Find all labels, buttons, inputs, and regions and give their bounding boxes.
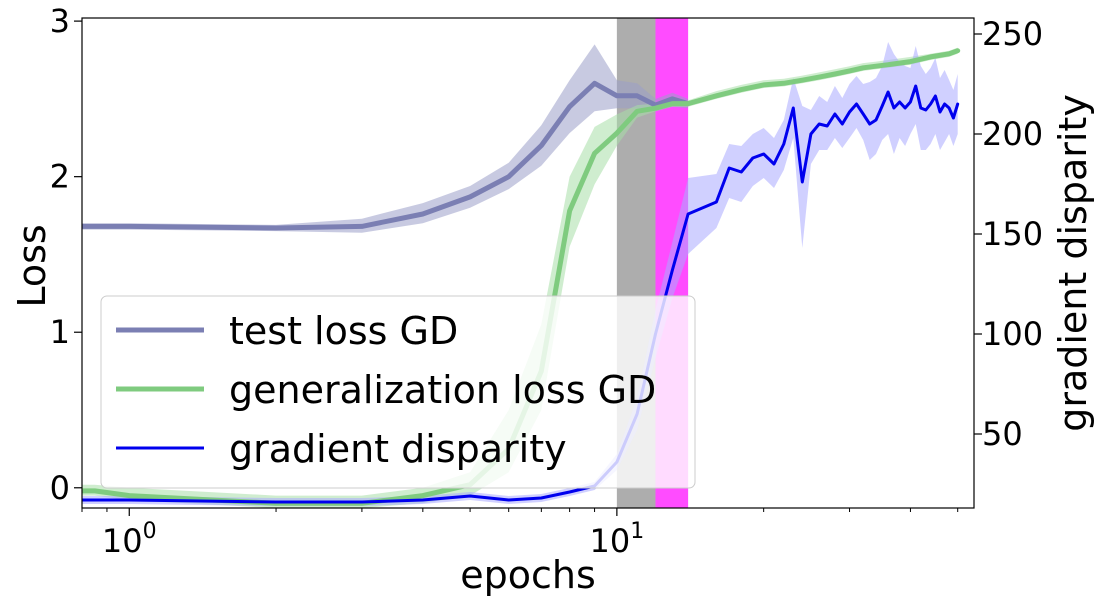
legend-label: test loss GD <box>229 309 458 353</box>
plot-border <box>81 17 975 509</box>
y2-axis-ticks: 50 100 150 200 250 <box>974 15 1043 453</box>
y2-tick-label: 100 <box>982 315 1043 353</box>
x-axis-title: epochs <box>460 553 596 597</box>
legend: test loss GD generalization loss GD gradie… <box>100 295 696 489</box>
legend-label: generalization loss GD <box>229 368 656 412</box>
y-tick-label: 3 <box>50 2 70 40</box>
y2-tick-label: 150 <box>982 215 1043 253</box>
y-axis-ticks: 0 1 2 3 <box>50 2 82 507</box>
x-tick-label: 101 <box>590 519 645 560</box>
line-series-1 <box>82 48 961 506</box>
series-lines <box>82 48 961 506</box>
y-tick-label: 0 <box>50 469 70 507</box>
y2-tick-label: 50 <box>982 415 1023 453</box>
line-series-2 <box>82 84 960 504</box>
y2-tick-label: 200 <box>982 115 1043 153</box>
line-series-0 <box>82 80 691 231</box>
y2-axis-title: gradient disparity <box>1051 94 1095 432</box>
band-series-2 <box>82 42 958 506</box>
y-axis-title: Loss <box>10 224 54 307</box>
y-tick-label: 1 <box>50 313 70 351</box>
plot-frame <box>81 17 975 509</box>
x-tick-label: 100 <box>102 519 157 560</box>
x-axis-ticks: 100 101 <box>81 508 959 560</box>
y2-tick-label: 250 <box>982 15 1043 53</box>
legend-label: gradient disparity <box>229 427 567 471</box>
legend-box <box>100 295 696 489</box>
y-tick-label: 2 <box>50 158 70 196</box>
